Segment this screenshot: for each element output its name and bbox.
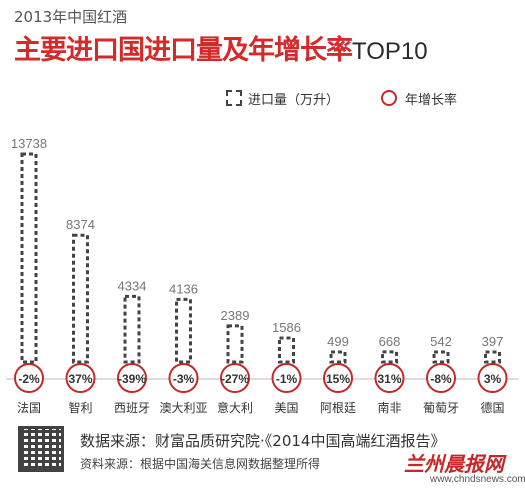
category-label: 葡萄牙 (423, 401, 459, 415)
growth-circle (426, 363, 456, 393)
category-label: 阿根廷 (320, 401, 356, 415)
legend-growth-label: 年增长率 (405, 92, 458, 108)
legend: 进口量（万升） 年增长率 (226, 88, 457, 108)
category-label: 智利 (68, 400, 92, 415)
volume-value-label: 397 (482, 334, 504, 349)
volume-value-label: 2389 (221, 308, 250, 323)
category-label: 德国 (480, 400, 504, 415)
category-label: 美国 (274, 401, 298, 415)
site-url: www.chndsnews.com (430, 474, 525, 485)
material-source: 资料来源：根据中国海关信息网数据整理所得 (80, 457, 321, 471)
chart-title-main: 主要进口国进口量及年增长率 (14, 35, 353, 66)
legend-growth-swatch (381, 90, 398, 106)
growth-rate-label: -1% (276, 372, 298, 386)
category-label: 西班牙 (114, 401, 150, 415)
qr-code-icon (18, 426, 64, 472)
volume-bar (20, 152, 38, 364)
volume-bar (329, 350, 347, 364)
growth-circle (117, 363, 147, 393)
volume-value-label: 499 (327, 334, 349, 349)
growth-circle (220, 363, 250, 393)
category-label: 意大利 (217, 400, 253, 415)
category-label: 澳大利亚 (159, 401, 207, 415)
growth-rate-label: 31% (377, 372, 401, 386)
volume-bar (123, 294, 141, 364)
growth-circle (271, 363, 302, 393)
bar-chart: 13738 -2% 法国 8374 37% 智利 4334 -39% 西班牙 4136 -3% 澳大利… (6, 136, 519, 415)
site-logo: 兰州晨报网 (404, 452, 504, 476)
growth-circle (168, 363, 199, 393)
growth-rate-label: -8% (430, 372, 452, 386)
growth-rate-label: 15% (326, 372, 350, 386)
growth-circle (14, 363, 44, 393)
volume-bar (226, 324, 244, 364)
data-source: 数据来源：财富品质研究院·《2014中国高端红酒报告》 (80, 432, 446, 450)
category-label: 法国 (17, 401, 41, 415)
volume-value-label: 668 (379, 334, 401, 349)
chart-supertitle: 2013年中国红酒 (14, 8, 128, 26)
volume-value-label: 13738 (11, 136, 47, 151)
volume-bar (278, 336, 295, 364)
growth-circle (65, 363, 96, 393)
growth-circle (323, 363, 353, 393)
growth-circle (477, 363, 508, 393)
volume-value-label: 542 (430, 334, 452, 349)
growth-rate-label: -3% (173, 372, 195, 386)
volume-bar (72, 233, 89, 364)
volume-bar (381, 350, 398, 364)
volume-bar (432, 350, 450, 364)
chart-title-suffix: TOP10 (352, 38, 428, 65)
volume-value-label: 4136 (169, 281, 198, 296)
growth-rate-label: 37% (68, 372, 92, 386)
category-label: 南非 (377, 400, 401, 415)
volume-value-label: 8374 (66, 217, 95, 232)
growth-rate-label: -27% (221, 372, 249, 386)
volume-bar (175, 297, 192, 364)
volume-value-label: 1586 (272, 320, 301, 335)
legend-volume-swatch (226, 90, 242, 106)
volume-bar (484, 350, 501, 364)
growth-rate-label: -39% (118, 372, 146, 386)
growth-circle (374, 363, 405, 393)
chart-title: 主要进口国进口量及年增长率TOP10 (14, 28, 428, 67)
growth-rate-label: 3% (484, 372, 502, 386)
growth-rate-label: -2% (18, 372, 40, 386)
legend-volume-label: 进口量（万升） (248, 92, 340, 108)
volume-value-label: 4334 (118, 278, 147, 293)
